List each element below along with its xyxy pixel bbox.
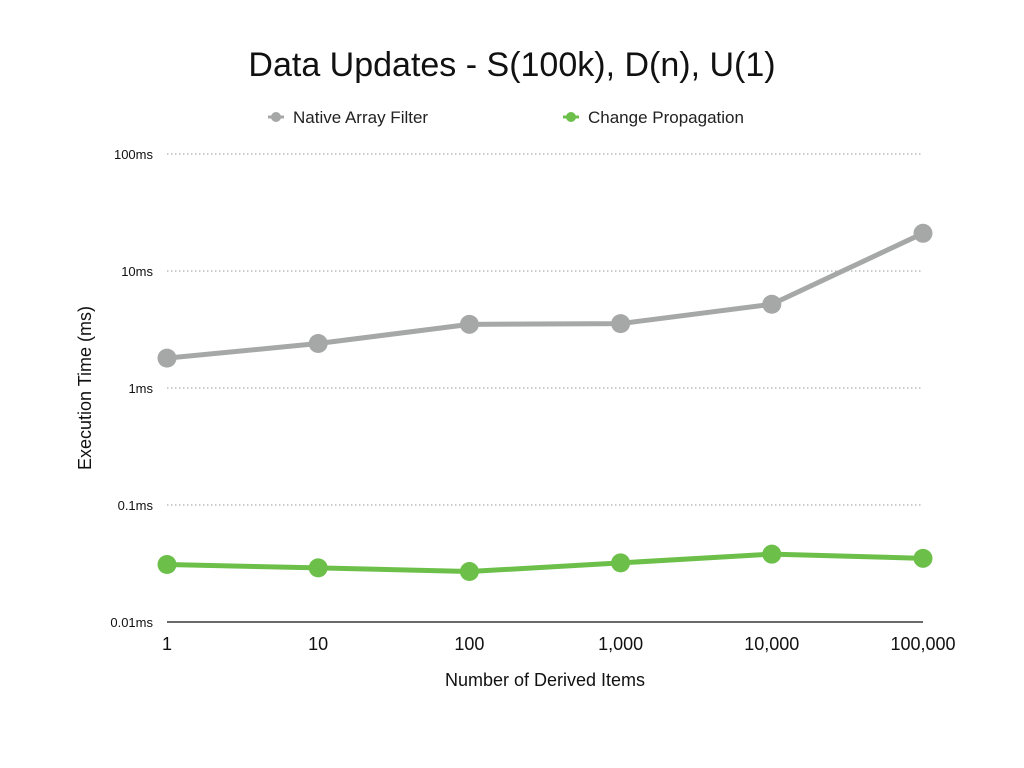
y-tick-label: 0.1ms <box>118 498 154 513</box>
series-0 <box>157 223 933 368</box>
data-point <box>762 544 782 564</box>
x-tick-label: 1 <box>162 634 172 654</box>
y-tick-label: 100ms <box>114 147 154 162</box>
y-axis-label: Execution Time (ms) <box>75 306 95 470</box>
data-point <box>913 223 933 243</box>
series-line <box>164 551 926 575</box>
legend-item: Change Propagation <box>563 108 744 127</box>
data-point <box>459 562 479 582</box>
data-point <box>459 314 479 334</box>
x-tick-label: 10,000 <box>744 634 799 654</box>
x-tick-label: 1,000 <box>598 634 643 654</box>
x-tick-label: 100 <box>454 634 484 654</box>
legend-label: Change Propagation <box>588 108 744 127</box>
data-point <box>308 334 328 354</box>
series-1 <box>157 544 933 582</box>
data-point <box>611 314 631 334</box>
y-tick-label: 0.01ms <box>110 615 153 630</box>
series-lines <box>157 223 933 582</box>
data-point <box>308 558 328 578</box>
legend-marker <box>271 112 281 122</box>
data-point <box>913 548 933 568</box>
legend: Native Array Filter Change Propagation <box>268 108 744 127</box>
x-axis-ticks: 1 10 100 1,000 10,000 100,000 <box>162 634 956 654</box>
data-point <box>157 555 177 575</box>
y-axis-ticks: 100ms 10ms 1ms 0.1ms 0.01ms <box>110 147 153 630</box>
x-tick-label: 10 <box>308 634 328 654</box>
x-axis-label: Number of Derived Items <box>445 670 645 690</box>
gridlines <box>167 153 923 623</box>
series-line <box>164 230 926 361</box>
y-tick-label: 10ms <box>121 264 153 279</box>
data-point <box>611 553 631 573</box>
legend-label: Native Array Filter <box>293 108 428 127</box>
chart-title: Data Updates - S(100k), D(n), U(1) <box>248 46 775 84</box>
legend-item: Native Array Filter <box>268 108 428 127</box>
x-tick-label: 100,000 <box>890 634 955 654</box>
legend-marker <box>566 112 576 122</box>
y-tick-label: 1ms <box>128 381 153 396</box>
data-point <box>157 348 177 368</box>
data-point <box>762 294 782 314</box>
